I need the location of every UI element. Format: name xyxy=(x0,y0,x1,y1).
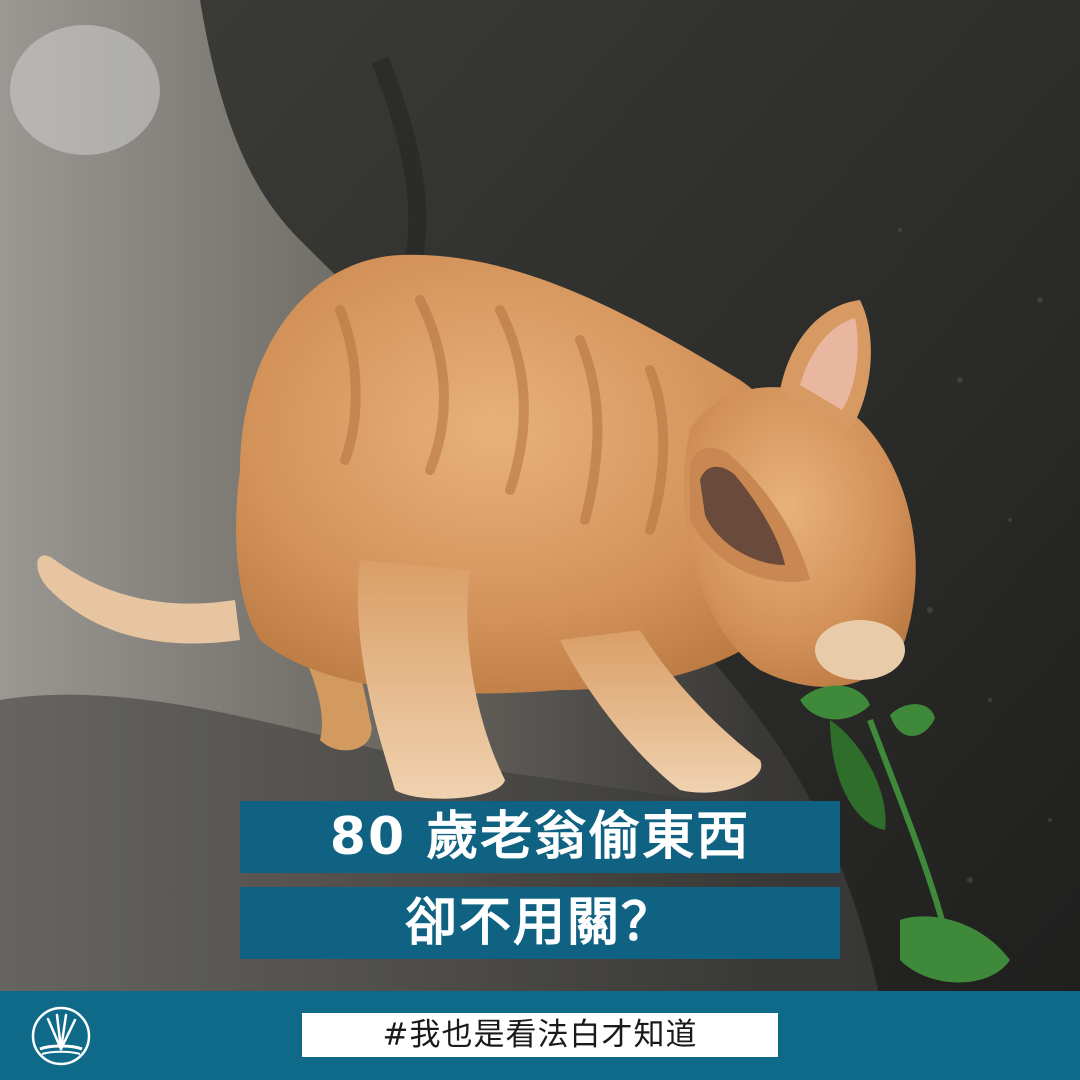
headline-line-1: 80 歲老翁偷東西 xyxy=(240,801,840,873)
cat-photo xyxy=(0,0,1080,1000)
fan-logo-icon xyxy=(31,1006,91,1066)
headline-line-2: 卻不用關？ xyxy=(240,887,840,959)
footer-bar: #我也是看法白才知道 xyxy=(0,991,1080,1080)
hashtag-label: #我也是看法白才知道 xyxy=(302,1013,778,1057)
